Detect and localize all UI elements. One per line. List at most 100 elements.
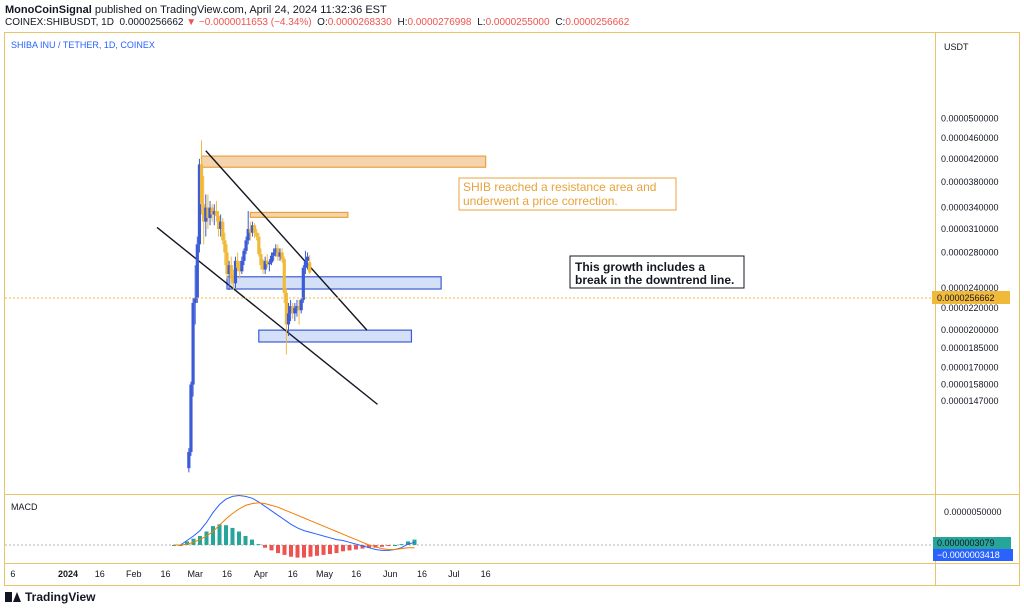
candle-body (289, 306, 293, 314)
macd-histogram-bar (321, 545, 326, 555)
candle-body (278, 252, 282, 257)
macd-histogram-bar (347, 545, 352, 551)
price-tick-label: 0.0000147000 (941, 396, 999, 406)
tradingview-footer[interactable]: TradingView (5, 590, 95, 604)
price-tick-label: 0.0000170000 (941, 363, 999, 373)
candle-body (248, 228, 252, 233)
macd-histogram-bar (204, 531, 209, 545)
publish-info: MonoCoinSignal published on TradingView.… (5, 4, 387, 16)
candle-body (293, 308, 297, 314)
candle-body (286, 313, 291, 325)
current-price-tag (932, 291, 1010, 304)
candle-body (255, 232, 259, 237)
candle-body (195, 244, 199, 298)
time-tick-label: 16 (417, 569, 427, 579)
candle-body (301, 267, 305, 300)
candle-body (231, 278, 235, 284)
breakout-annotation-line-1: This growth includes a (575, 260, 705, 274)
candle-body (295, 306, 299, 309)
signal-line (174, 502, 415, 550)
time-tick-label: 16 (481, 569, 491, 579)
downtrend-line (156, 226, 378, 405)
macd-histogram-bar (276, 545, 280, 554)
macd-histogram-bar (250, 539, 254, 545)
candle-body (216, 215, 221, 229)
candle-body (261, 265, 265, 270)
macd-histogram-bar (315, 545, 319, 556)
ohlc-legend: COINEX:SHIBUSDT, 1D 0.0000256662 ▼ −0.00… (5, 17, 632, 28)
low-label: L: (477, 17, 486, 28)
candle-body (265, 260, 269, 265)
candle-body (223, 240, 227, 253)
price-tick-label: 0.0000280000 (941, 247, 999, 257)
candle-body (240, 260, 244, 272)
macd-histogram-bar (341, 545, 345, 552)
price-tick-label: 0.0000200000 (941, 325, 999, 335)
support-zone (258, 329, 413, 343)
candle-body (214, 211, 218, 216)
macd-histogram-bar (230, 527, 235, 545)
macd-histogram-bar (217, 524, 222, 545)
close-value: 0.0000256662 (565, 17, 630, 28)
candle-body (263, 260, 267, 270)
time-tick-label: 16 (222, 569, 232, 579)
resistance-annotation-line-2: underwent a price correction. (463, 194, 618, 208)
macd-histogram-bar (380, 545, 384, 547)
price-tick-label: 0.0000185000 (941, 343, 999, 353)
time-tick-label: 16 (95, 569, 105, 579)
price-tick-label: 0.0000220000 (941, 303, 999, 313)
candle-body (284, 292, 288, 325)
breakout-annotation-box[interactable] (569, 255, 745, 289)
macd-histogram-bar (295, 545, 300, 558)
close-label: C: (555, 17, 566, 28)
open-value: 0.0000268330 (327, 17, 392, 28)
candle-body (199, 164, 204, 205)
macd-label: MACD (11, 502, 38, 512)
macd-value-tag (933, 537, 1011, 549)
resistance-annotation-line-1: SHIB reached a resistance area and (463, 180, 656, 194)
candle-body (210, 207, 214, 215)
time-tick-label: 16 (288, 569, 298, 579)
candle-body (236, 260, 240, 268)
candle-body (206, 207, 210, 219)
candle-body (259, 254, 263, 266)
price-tick-label: 0.0000460000 (941, 133, 999, 143)
macd-histogram-bar (263, 545, 267, 548)
candle-body (250, 225, 255, 233)
publisher-name[interactable]: MonoCoinSignal (5, 4, 92, 16)
macd-histogram-bar (224, 525, 228, 545)
down-arrow-icon: ▼ (186, 17, 197, 28)
price-tick-label: 0.0000310000 (941, 224, 999, 234)
resistance-annotation-box[interactable] (458, 177, 677, 211)
downtrend-line (205, 150, 368, 331)
macd-histogram-bar (334, 545, 339, 554)
low-value: 0.0000255000 (485, 17, 550, 28)
macd-histogram-bar (406, 541, 410, 545)
signal-value-text: −0.0000003418 (937, 550, 1000, 560)
candle-body (282, 259, 286, 293)
macd-histogram-bar (282, 545, 287, 555)
time-tick-label: Jun (383, 569, 398, 579)
candle-body (225, 252, 229, 275)
candle-body (238, 267, 242, 272)
tradingview-logo-icon (5, 592, 21, 602)
time-tick-label: May (316, 569, 334, 579)
candle-body (189, 384, 193, 452)
macd-histogram-bar (198, 536, 202, 545)
candle-body (291, 306, 295, 314)
macd-histogram-bar (237, 531, 241, 545)
candle-body (227, 265, 231, 275)
candle-body (276, 248, 280, 257)
macd-axis-tick: 0.0000050000 (944, 507, 1002, 517)
time-tick-label: 16 (351, 569, 361, 579)
tradingview-brand: TradingView (25, 590, 96, 604)
candle-body (187, 451, 191, 469)
candle-body (257, 236, 261, 255)
time-tick-label: 6 (10, 569, 15, 579)
macd-histogram-bar (243, 536, 248, 545)
candle-body (242, 250, 246, 261)
macd-histogram-bar (289, 545, 293, 557)
macd-histogram-bar (399, 544, 404, 546)
time-tick-label: 2024 (58, 569, 78, 579)
